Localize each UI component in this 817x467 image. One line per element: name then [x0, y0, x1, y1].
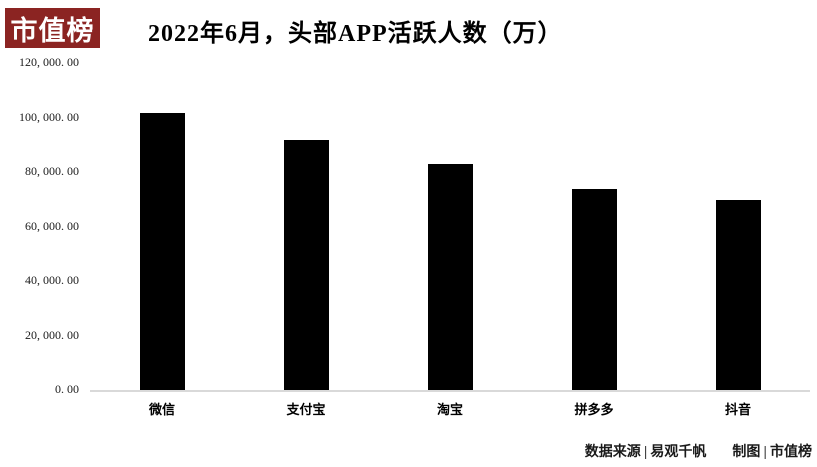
x-axis-category-label: 微信 — [148, 402, 175, 417]
footer-credits: 数据来源 | 易观千帆 制图 | 市值榜 — [585, 441, 812, 461]
y-axis-tick-label: 0. 00 — [55, 382, 79, 396]
credit-label: 制图 — [732, 443, 761, 459]
x-axis-line — [90, 390, 810, 392]
bar-5 — [715, 199, 761, 390]
x-axis-category-label: 支付宝 — [286, 402, 326, 417]
separator: | — [763, 443, 767, 459]
bar-1 — [139, 112, 185, 390]
bar-2 — [283, 140, 329, 390]
data-source-value: 易观千帆 — [650, 443, 707, 459]
chart-title: 2022年6月，头部APP活跃人数（万） — [148, 21, 563, 47]
credit-value: 市值榜 — [770, 443, 812, 459]
bar-4 — [571, 189, 617, 390]
separator: | — [643, 443, 648, 459]
y-axis-tick-label: 100, 000. 00 — [19, 109, 79, 124]
x-axis-category-label: 淘宝 — [436, 402, 463, 417]
x-axis-category-label: 拼多多 — [574, 402, 614, 417]
x-axis-category-label: 抖音 — [724, 402, 751, 417]
site-logo: 市值榜 — [5, 8, 100, 48]
bar-3 — [427, 164, 473, 390]
y-axis-tick-label: 40, 000. 00 — [25, 273, 79, 287]
y-axis-tick-label: 120, 000. 00 — [19, 55, 79, 69]
data-source-label: 数据来源 — [584, 443, 641, 459]
y-axis-tick-label: 20, 000. 00 — [25, 327, 79, 342]
y-axis-tick-label: 60, 000. 00 — [25, 218, 79, 233]
y-axis-tick-label: 80, 000. 00 — [25, 164, 79, 178]
